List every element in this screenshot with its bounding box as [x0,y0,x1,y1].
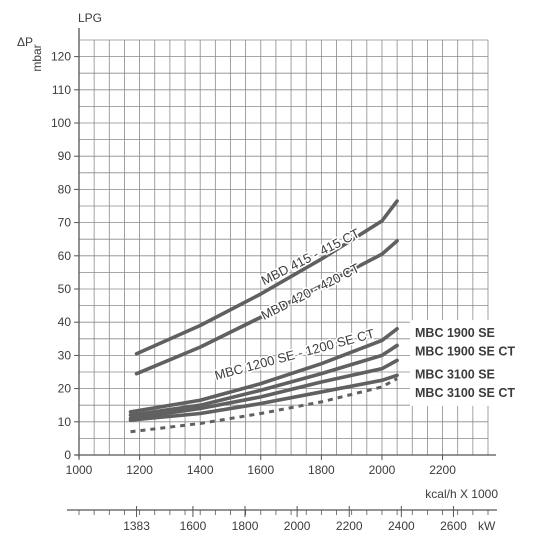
series-lines [128,199,399,434]
x2-tick-label: 1600 [180,519,207,533]
series-line [128,343,399,417]
y-tick-label: 110 [52,83,71,97]
x-axis-label: kcal/h X 1000 [425,487,498,501]
x2-tick-label: 2000 [284,519,311,533]
y-tick-label: 40 [58,315,72,329]
x2-tick-label: 1383 [123,519,150,533]
x-tick-label: 1800 [308,463,335,477]
series-label: MBC 3100 SE [415,368,495,382]
chart-title: LPG [78,11,102,25]
y-tick-label: 90 [58,149,72,163]
x-tick-label: 2000 [369,463,396,477]
right-label-background [410,320,536,406]
series-line [130,377,398,434]
series-line [134,199,399,356]
y-tick-label: 120 [51,50,71,64]
y-tick-label: 50 [58,282,72,296]
x2-tick-label: 2200 [336,519,363,533]
x-tick-label: 1400 [187,463,214,477]
series-line [128,327,399,414]
x-tick-label: 1200 [126,463,153,477]
x2-tick-label: 1800 [232,519,259,533]
series-label: MBC 1900 SE CT [415,344,515,358]
y-axis-unit: mbar [30,44,44,71]
series-line [128,358,399,421]
x-tick-label: 1600 [247,463,274,477]
y-tick-label: 80 [58,182,72,196]
y-tick-label: 20 [58,382,72,396]
y-tick-label: 0 [64,448,71,462]
x-tick-label: 1000 [66,463,93,477]
y-tick-label: 10 [58,415,72,429]
series-label: MBC 3100 SE CT [415,386,515,400]
x2-tick-label: 2600 [440,519,467,533]
y-axis-symbol: ΔP [17,35,33,49]
series-label: MBC 1900 SE [415,326,495,340]
x-tick-label: 2200 [429,463,456,477]
axes: 0 10 20 30 40 50 60 70 80 90 100 110 120 1000 1200 1400… [51,28,497,533]
x2-axis-label: kW [478,519,496,533]
x2-tick-label: 2400 [388,519,415,533]
y-tick-label: 30 [58,348,72,362]
series-line [128,373,399,422]
y-tick-label: 100 [51,116,71,130]
y-tick-label: 70 [58,216,72,230]
y-tick-label: 60 [58,249,72,263]
series-line [134,239,399,376]
